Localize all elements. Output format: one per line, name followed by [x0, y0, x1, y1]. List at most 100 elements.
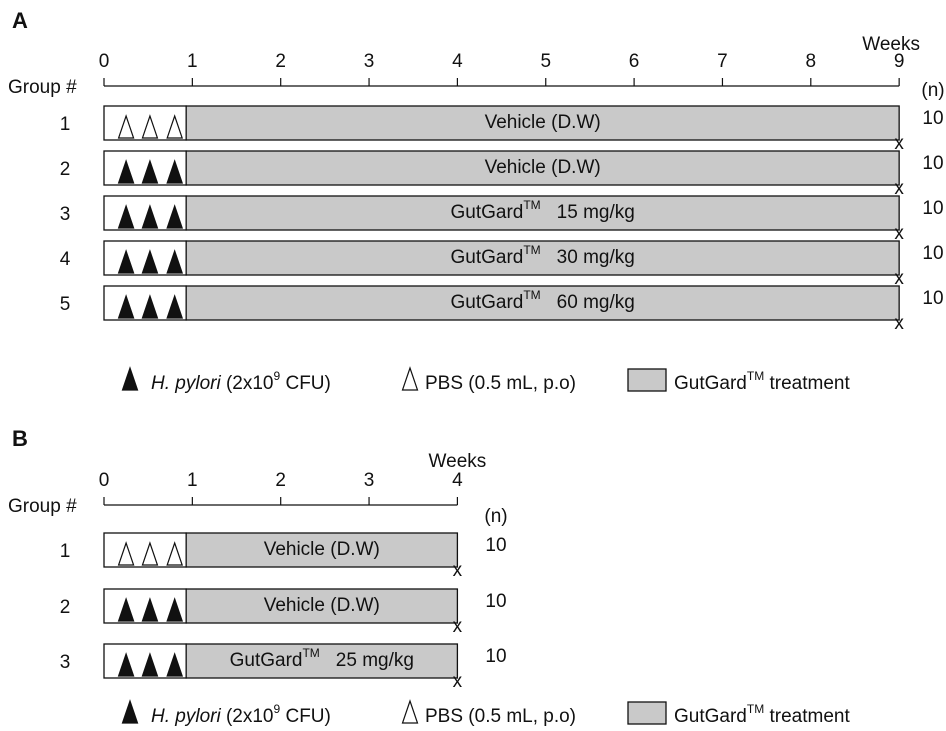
legend-hpylori-label: H. pylori (2x109 CFU) — [151, 369, 331, 394]
legend-pbs-label: PBS (0.5 mL, p.o) — [425, 373, 576, 394]
filled-triangle-icon — [141, 652, 159, 677]
group-n-value: 10 — [485, 646, 506, 667]
treatment-dose: 25 mg/kg — [336, 650, 414, 671]
group-row: 2 Vehicle (D.W) x 10 — [60, 150, 944, 199]
filled-triangle-icon — [141, 204, 159, 229]
trademark-superscript: TM — [523, 243, 540, 257]
legend-hpylori-exponent: 9 — [274, 702, 281, 716]
treatment-dose: 60 mg/kg — [557, 292, 635, 313]
trademark-superscript: TM — [523, 198, 540, 212]
tick-label: 7 — [717, 51, 728, 72]
legend-treatment-swatch — [627, 368, 667, 392]
tick-label: 2 — [275, 470, 286, 491]
group-row: 1 Vehicle (D.W) x 10 — [60, 532, 507, 581]
panel-letter: B — [12, 426, 28, 451]
filled-triangle-icon — [117, 204, 135, 229]
legend-treatment-name: GutGard — [674, 706, 747, 727]
legend: H. pylori (2x109 CFU) PBS (0.5 mL, p.o) Gu… — [121, 699, 850, 727]
legend-treatment-trademark: TM — [747, 702, 764, 716]
sacrifice-x-mark: x — [894, 268, 904, 289]
treatment-label: GutGardTM 30 mg/kg — [450, 243, 634, 268]
legend-treatment-trademark: TM — [747, 369, 764, 383]
panel-b: B Group # Weeks (n) 0 1 2 3 4 1 Vehicle (D.W) x 10 2 V… — [8, 426, 850, 727]
treatment-period-bar — [185, 532, 459, 568]
legend-treatment-suffix: treatment — [764, 373, 850, 394]
group-row: 1 Vehicle (D.W) x 10 — [60, 105, 944, 154]
tick-label: 1 — [187, 51, 198, 72]
legend-treatment-name: GutGard — [674, 373, 747, 394]
panel-a: A Group # Weeks (n) 0 1 2 3 4 5 6 7 8 9 1 Vehicle (D.W)… — [8, 8, 945, 394]
group-number: 1 — [60, 541, 71, 562]
sacrifice-x-mark: x — [453, 560, 463, 581]
filled-triangle-icon — [141, 294, 159, 319]
treatment-label: GutGardTM 60 mg/kg — [450, 288, 634, 313]
tick-label: 0 — [99, 470, 110, 491]
tick-label: 3 — [364, 470, 375, 491]
tick-label: 0 — [99, 51, 110, 72]
group-row: 5 GutGardTM 60 mg/kg x 10 — [60, 285, 944, 334]
treatment-period-bar — [185, 105, 900, 141]
sacrifice-x-mark: x — [894, 313, 904, 334]
open-triangle-icon — [141, 114, 159, 139]
treatment-name: GutGard — [450, 202, 523, 223]
group-row: 4 GutGardTM 30 mg/kg x 10 — [60, 240, 944, 289]
tick-label: 9 — [894, 51, 905, 72]
treatment-period-bar — [185, 285, 900, 321]
legend-treatment-swatch — [627, 701, 667, 725]
filled-triangle-icon — [121, 366, 139, 391]
treatment-label: Vehicle (D.W) — [485, 157, 601, 178]
open-triangle-icon — [141, 541, 159, 566]
group-n-value: 10 — [922, 243, 943, 264]
open-triangle-icon — [401, 366, 419, 391]
treatment-period-bar — [185, 195, 900, 231]
filled-triangle-icon — [117, 652, 135, 677]
group-number: 2 — [60, 159, 71, 180]
group-number: 4 — [60, 249, 71, 270]
n-header: (n) — [484, 506, 507, 527]
tick-label: 8 — [806, 51, 817, 72]
group-number: 3 — [60, 204, 71, 225]
open-triangle-icon — [166, 114, 184, 139]
group-n-value: 10 — [922, 108, 943, 129]
treatment-period-bar — [185, 643, 459, 679]
treatment-label: Vehicle (D.W) — [485, 112, 601, 133]
treatment-dose: 30 mg/kg — [557, 247, 635, 268]
treatment-period-bar — [185, 588, 459, 624]
filled-triangle-icon — [141, 249, 159, 274]
sacrifice-x-mark: x — [453, 671, 463, 692]
group-number: 5 — [60, 294, 71, 315]
open-triangle-icon — [401, 699, 419, 724]
filled-triangle-icon — [166, 652, 184, 677]
tick-label: 3 — [364, 51, 375, 72]
tick-label: 2 — [275, 51, 286, 72]
filled-triangle-icon — [166, 249, 184, 274]
sacrifice-x-mark: x — [894, 133, 904, 154]
legend-hpylori-dose: (2x10 — [221, 373, 274, 394]
legend-treatment-label: GutGardTM treatment — [674, 369, 850, 394]
filled-triangle-icon — [141, 597, 159, 622]
group-row: 3 GutGardTM 15 mg/kg x 10 — [60, 195, 944, 244]
filled-triangle-icon — [166, 294, 184, 319]
treatment-name: GutGard — [450, 292, 523, 313]
legend-hpylori-unit: CFU) — [280, 373, 331, 394]
group-n-value: 10 — [485, 535, 506, 556]
legend-hpylori-name: H. pylori — [151, 373, 221, 394]
filled-triangle-icon — [121, 699, 139, 724]
filled-triangle-icon — [117, 294, 135, 319]
panel-letter: A — [12, 8, 28, 33]
group-row: 3 GutGardTM 25 mg/kg x 10 — [60, 643, 507, 692]
legend-pbs-label: PBS (0.5 mL, p.o) — [425, 706, 576, 727]
treatment-label: Vehicle (D.W) — [264, 595, 380, 616]
group-n-value: 10 — [922, 153, 943, 174]
group-n-value: 10 — [922, 198, 943, 219]
group-number: 3 — [60, 652, 71, 673]
treatment-label: Vehicle (D.W) — [264, 539, 380, 560]
axis-title: Weeks — [429, 451, 487, 472]
treatment-period-bar — [185, 150, 900, 186]
legend-treatment-suffix: treatment — [764, 706, 850, 727]
treatment-label: GutGardTM 25 mg/kg — [230, 646, 414, 671]
sacrifice-x-mark: x — [453, 616, 463, 637]
legend-hpylori-dose: (2x10 — [221, 706, 274, 727]
n-header: (n) — [921, 80, 944, 101]
